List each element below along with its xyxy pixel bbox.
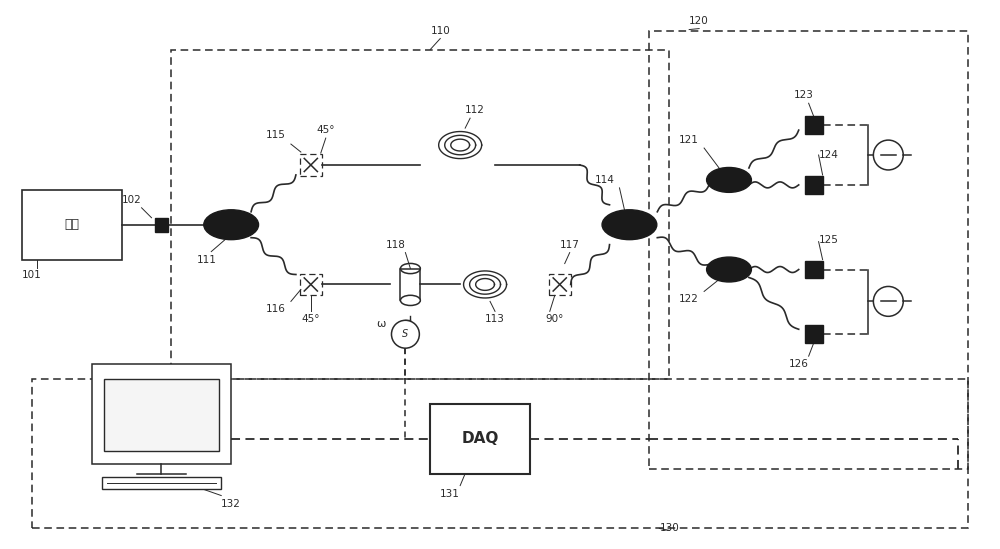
Ellipse shape	[204, 210, 259, 240]
Text: 120: 120	[689, 15, 709, 26]
Circle shape	[391, 320, 419, 348]
Ellipse shape	[707, 257, 751, 282]
Polygon shape	[104, 379, 219, 451]
Text: 110: 110	[430, 26, 450, 36]
Circle shape	[873, 287, 903, 316]
Text: 126: 126	[789, 359, 809, 369]
Text: 117: 117	[560, 239, 580, 250]
Text: 124: 124	[819, 150, 838, 160]
Text: 122: 122	[679, 294, 699, 304]
Text: 130: 130	[659, 523, 679, 534]
Text: 光源: 光源	[64, 218, 79, 231]
Polygon shape	[400, 268, 420, 300]
Text: 101: 101	[22, 270, 42, 279]
Ellipse shape	[602, 210, 657, 240]
Circle shape	[873, 140, 903, 170]
Text: 116: 116	[266, 304, 286, 315]
Text: 90°: 90°	[546, 315, 564, 324]
Polygon shape	[805, 116, 823, 134]
Text: 132: 132	[221, 498, 241, 508]
Text: 45°: 45°	[317, 125, 335, 135]
Text: 114: 114	[595, 175, 614, 185]
Text: 131: 131	[440, 489, 460, 498]
Text: DAQ: DAQ	[461, 432, 499, 446]
Polygon shape	[805, 176, 823, 194]
Text: $\phi_1+\phi_2$: $\phi_1+\phi_2$	[139, 406, 184, 423]
Text: S: S	[402, 329, 409, 339]
Text: 102: 102	[122, 195, 141, 205]
Ellipse shape	[707, 167, 751, 192]
Text: ω: ω	[376, 320, 385, 329]
Ellipse shape	[400, 295, 420, 305]
Polygon shape	[102, 477, 221, 489]
Text: 125: 125	[819, 234, 838, 245]
Polygon shape	[805, 261, 823, 278]
Text: 45°: 45°	[302, 315, 320, 324]
Text: 112: 112	[465, 105, 485, 115]
Text: 123: 123	[794, 90, 814, 100]
Text: 115: 115	[266, 130, 286, 140]
Polygon shape	[155, 218, 168, 232]
Text: 121: 121	[679, 135, 699, 145]
Polygon shape	[430, 404, 530, 474]
Text: 118: 118	[386, 239, 405, 250]
Polygon shape	[805, 325, 823, 343]
Text: 113: 113	[485, 315, 505, 324]
Text: 111: 111	[196, 255, 216, 265]
Polygon shape	[92, 364, 231, 464]
Polygon shape	[22, 190, 122, 260]
